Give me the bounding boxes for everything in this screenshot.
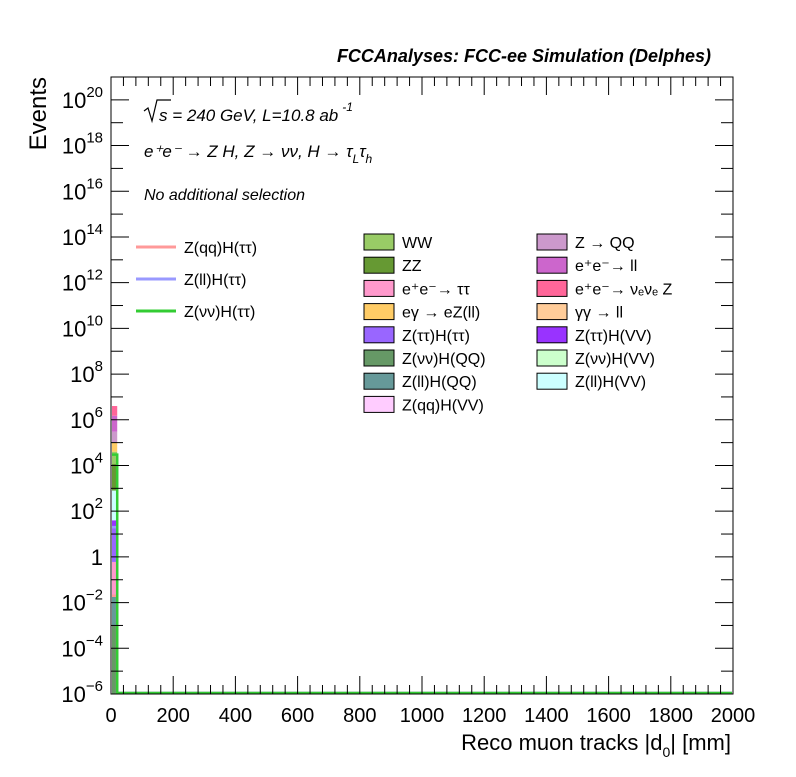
legend-label: WW <box>402 235 433 252</box>
bar-segment <box>112 442 118 452</box>
y-tick-label: 1012 <box>62 267 103 296</box>
legend-swatch <box>363 372 395 390</box>
legend-swatch <box>363 326 395 344</box>
signal-lines <box>112 453 732 695</box>
x-tick-label: 400 <box>219 705 252 727</box>
bar-segment <box>112 415 118 432</box>
legend-label: eγ → eZ(ll) <box>402 305 480 322</box>
bar-segment <box>112 431 118 443</box>
legend-swatch <box>536 372 568 390</box>
x-tick-label: 0 <box>105 705 116 727</box>
y-tick-label: 1 <box>91 545 103 570</box>
y-tick-label: 108 <box>70 358 103 387</box>
y-tick-label: 10−6 <box>61 678 103 707</box>
legend-swatch <box>363 303 395 321</box>
legend-label: Z(qq)H(VV) <box>402 397 484 414</box>
legend-label: ZZ <box>402 258 422 275</box>
x-tick-label: 1200 <box>462 705 507 727</box>
legend-label: γγ → ll <box>575 305 623 322</box>
y-axis-ticks: 10−6 10−4 10−2 1 102 104 106 108 1010 1012 1014 101… <box>61 76 733 707</box>
x-tick-label: 800 <box>343 705 376 727</box>
legend-signals: Z(qq)H(ττ) Z(ll)H(ττ) Z(νν)H(ττ) <box>136 240 257 321</box>
legend-swatch <box>536 303 568 321</box>
legend-label: Z(ττ)H(VV) <box>575 328 652 345</box>
y-tick-label: 10−2 <box>61 587 103 616</box>
bar-segment <box>112 625 118 694</box>
sqrt-icon <box>143 99 171 124</box>
bar-segment <box>112 595 118 626</box>
y-tick-label: 1018 <box>62 130 103 159</box>
x-tick-label: 2000 <box>711 705 756 727</box>
legend-label: Z(νν)H(VV) <box>575 351 655 368</box>
stacked-bars <box>112 406 118 694</box>
bar-segment <box>112 406 118 416</box>
legend-label: Z(νν)H(QQ) <box>402 351 486 368</box>
y-tick-label: 1016 <box>62 175 103 204</box>
legend-label: Z → QQ <box>575 235 635 252</box>
y-axis-label: Events <box>25 77 52 150</box>
chart-title: FCCAnalyses: FCC-ee Simulation (Delphes) <box>337 46 711 66</box>
legend-signal-label: Z(νν)H(ττ) <box>184 304 255 321</box>
signal-line <box>112 453 732 695</box>
x-axis-label: Reco muon tracks |d0| [mm] <box>461 730 731 760</box>
legend-backgrounds-col2: Z → QQ e⁺e⁻→ ll e⁺e⁻→ νₑνₑ Z γγ → ll Z(ττ)H(… <box>536 233 672 391</box>
legend-label: e⁺e⁻→ νₑνₑ Z <box>575 281 672 298</box>
legend-swatch <box>536 349 568 367</box>
selection-annotation: No additional selection <box>144 187 305 204</box>
bar-segment <box>112 528 118 562</box>
bar-segment <box>112 520 118 529</box>
legend-swatch <box>363 349 395 367</box>
y-tick-label: 106 <box>70 404 103 433</box>
bar-segment <box>112 561 118 596</box>
legend-swatch <box>363 233 395 251</box>
legend-backgrounds-col1: WW ZZ e⁺e⁻→ ττ eγ → eZ(ll) Z(ττ)H(ττ) Z(νν)H(… <box>363 233 486 414</box>
legend-signal-label: Z(ll)H(ττ) <box>184 272 246 289</box>
legend-swatch <box>536 256 568 274</box>
x-tick-label: 200 <box>157 705 190 727</box>
x-tick-label: 600 <box>281 705 314 727</box>
y-tick-label: 102 <box>70 495 103 524</box>
x-tick-label: 1400 <box>524 705 569 727</box>
x-tick-label: 1000 <box>400 705 445 727</box>
y-tick-label: 10−4 <box>61 632 103 661</box>
legend-label: Z(ττ)H(ττ) <box>402 328 470 345</box>
signal-line <box>112 525 732 695</box>
legend-swatch <box>536 233 568 251</box>
bar-segment <box>112 463 118 491</box>
y-tick-label: 1010 <box>62 312 103 341</box>
x-axis-label-sub: 0 <box>662 744 670 760</box>
legend-swatch <box>363 256 395 274</box>
legend-label: e⁺e⁻→ ll <box>575 258 637 275</box>
energy-annotation: s = 240 GeV, L=10.8 ab -1 <box>143 99 353 125</box>
x-tick-label: 1600 <box>586 705 631 727</box>
y-tick-label: 1014 <box>62 221 103 250</box>
bar-segment <box>112 451 118 464</box>
legend-swatch <box>536 326 568 344</box>
process-annotation: e⁺e⁻ → Z H, Z → νν, H → τLτh <box>144 142 373 166</box>
y-tick-label: 104 <box>70 449 103 478</box>
legend-label: Z(ll)H(VV) <box>575 374 646 391</box>
y-tick-label: 1020 <box>62 84 103 113</box>
x-axis-ticks: 0 200 400 600 800 1000 1200 1400 1600 1800 2000 <box>105 77 755 727</box>
legend-swatch <box>363 395 395 413</box>
x-tick-label: 1800 <box>649 705 694 727</box>
legend-label: Z(ll)H(QQ) <box>402 374 477 391</box>
bar-segment <box>112 490 118 521</box>
legend-swatch <box>536 279 568 297</box>
legend-signal-label: Z(qq)H(ττ) <box>184 240 257 257</box>
legend-label: e⁺e⁻→ ττ <box>402 281 470 298</box>
svg-text:s = 240 GeV, L=10.8 ab-1: s = 240 GeV, L=10.8 ab -1 <box>159 100 353 125</box>
legend-swatch <box>363 279 395 297</box>
